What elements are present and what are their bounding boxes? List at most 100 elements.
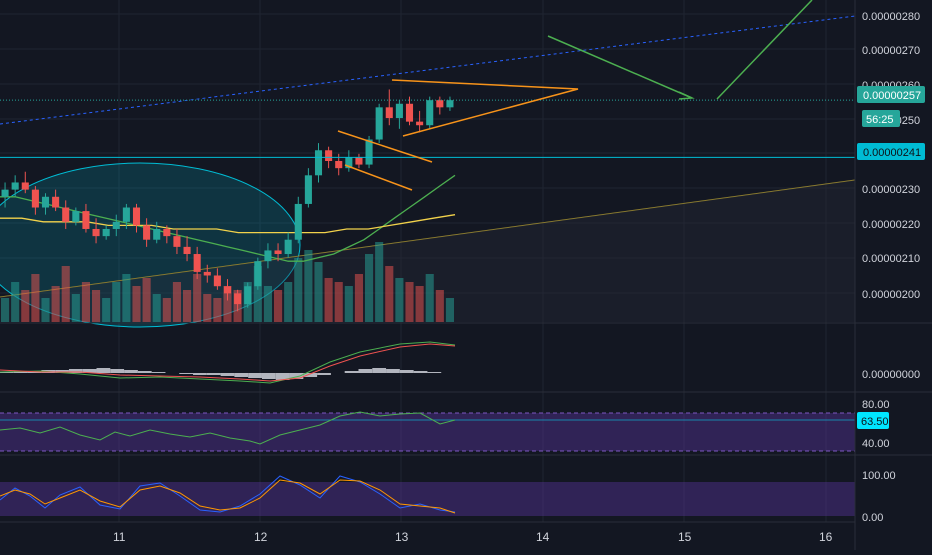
macd-histogram-bar [399,370,414,373]
volume-bar [375,242,384,322]
flag-lower-line [344,164,413,191]
volume-bar [142,278,151,322]
volume-bar [183,290,192,322]
macd-histogram-bar [68,369,83,373]
macd-histogram-bar [151,372,166,373]
macd-histogram-bar [220,373,235,376]
candle-body [345,157,353,169]
price-axis[interactable]: 0.00000280 0.00000270 0.00000260 0.00000… [857,11,925,524]
candle-body [62,207,70,222]
support-zone [0,180,855,322]
candle-body [335,161,343,169]
macd-pane[interactable] [0,341,456,384]
triangle-drawing [391,79,579,137]
candle-body [355,157,363,165]
volume-bar [172,282,181,322]
price-tick: 0.00000200 [862,289,920,301]
stoch-rsi-pane[interactable] [0,475,855,516]
macd-histogram-bar [234,373,249,377]
rsi-axis-label: 80.00 [862,399,890,411]
volume-bar [71,294,80,322]
volume-bar [122,274,131,322]
volume-bar [162,298,171,322]
volume-bar [415,286,424,322]
candle-body [385,107,393,119]
candle-body [436,100,444,108]
candle-body [203,271,211,276]
volume-bar [365,254,374,322]
volume-bar [253,266,262,322]
macd-histogram-bar [303,373,318,377]
time-tick: 16 [819,530,833,544]
stoch-axis-label: 0.00 [862,512,883,524]
volume-bar [334,282,343,322]
volume-bar [294,258,303,322]
candlesticks [1,89,454,312]
candle-body [52,196,60,208]
macd-histogram-bar [344,371,359,373]
countdown-badge [862,110,900,127]
volume-bar [263,286,272,322]
candle-body [304,175,312,204]
volume-bar [435,290,444,322]
volume-bar [152,294,161,322]
time-tick: 15 [678,530,692,544]
candle-body [234,293,242,305]
volume-bar [304,250,313,322]
macd-axis-label: 0.00000000 [862,369,920,381]
candle-body [274,250,282,255]
candle-body [365,139,373,165]
volume-bar [344,286,353,322]
time-tick: 11 [113,530,126,544]
volume-bar [51,286,60,322]
candle-body [102,228,110,237]
candle-body [122,207,130,222]
candle-body [41,196,50,208]
macd-histogram-bar [193,373,207,375]
macd-line [0,341,456,384]
volume-bar [81,282,90,322]
volume-bar [314,262,323,322]
macd-histogram-bar [261,373,276,379]
countdown-label: 56:25 [866,114,894,126]
drawings-layer[interactable] [0,15,856,328]
macd-histogram-bar [248,373,262,378]
flag-upper-line [337,130,433,163]
candle-body [416,121,424,126]
hline-price-badge [857,143,925,160]
macd-histogram-bar [124,370,138,373]
stoch-k-line [0,475,456,513]
macd-histogram-bar [372,368,387,373]
rsi-pane[interactable] [0,411,855,452]
candle-body [92,228,100,237]
price-tick: 0.00000280 [862,11,920,23]
candle-body [395,103,403,119]
price-tick: 0.00000270 [862,45,920,57]
time-tick: 13 [395,530,409,544]
candle-body [183,246,191,255]
time-tick: 14 [536,530,550,544]
macd-histogram-bar [82,369,97,373]
overlay-drawings[interactable] [0,0,855,191]
hline-price-label: 0.00000241 [863,147,921,159]
volume-bar [284,282,293,322]
macd-histogram-bar [206,373,221,375]
time-axis[interactable]: 11 12 13 14 15 16 [113,530,833,544]
macd-histogram-bar [427,372,442,373]
macd-histogram-bar [386,369,400,373]
volume-bar [61,266,70,322]
candle-body [325,150,333,161]
candle-body [31,189,39,208]
rsi-band [0,413,855,451]
candle-body [213,275,221,287]
volume-bar [132,286,141,322]
rsi-axis-label: 40.00 [862,438,890,450]
candle-body [1,189,9,197]
projection-arrowhead [678,91,695,100]
volume-bar [213,298,222,322]
rsi-line [0,411,456,445]
